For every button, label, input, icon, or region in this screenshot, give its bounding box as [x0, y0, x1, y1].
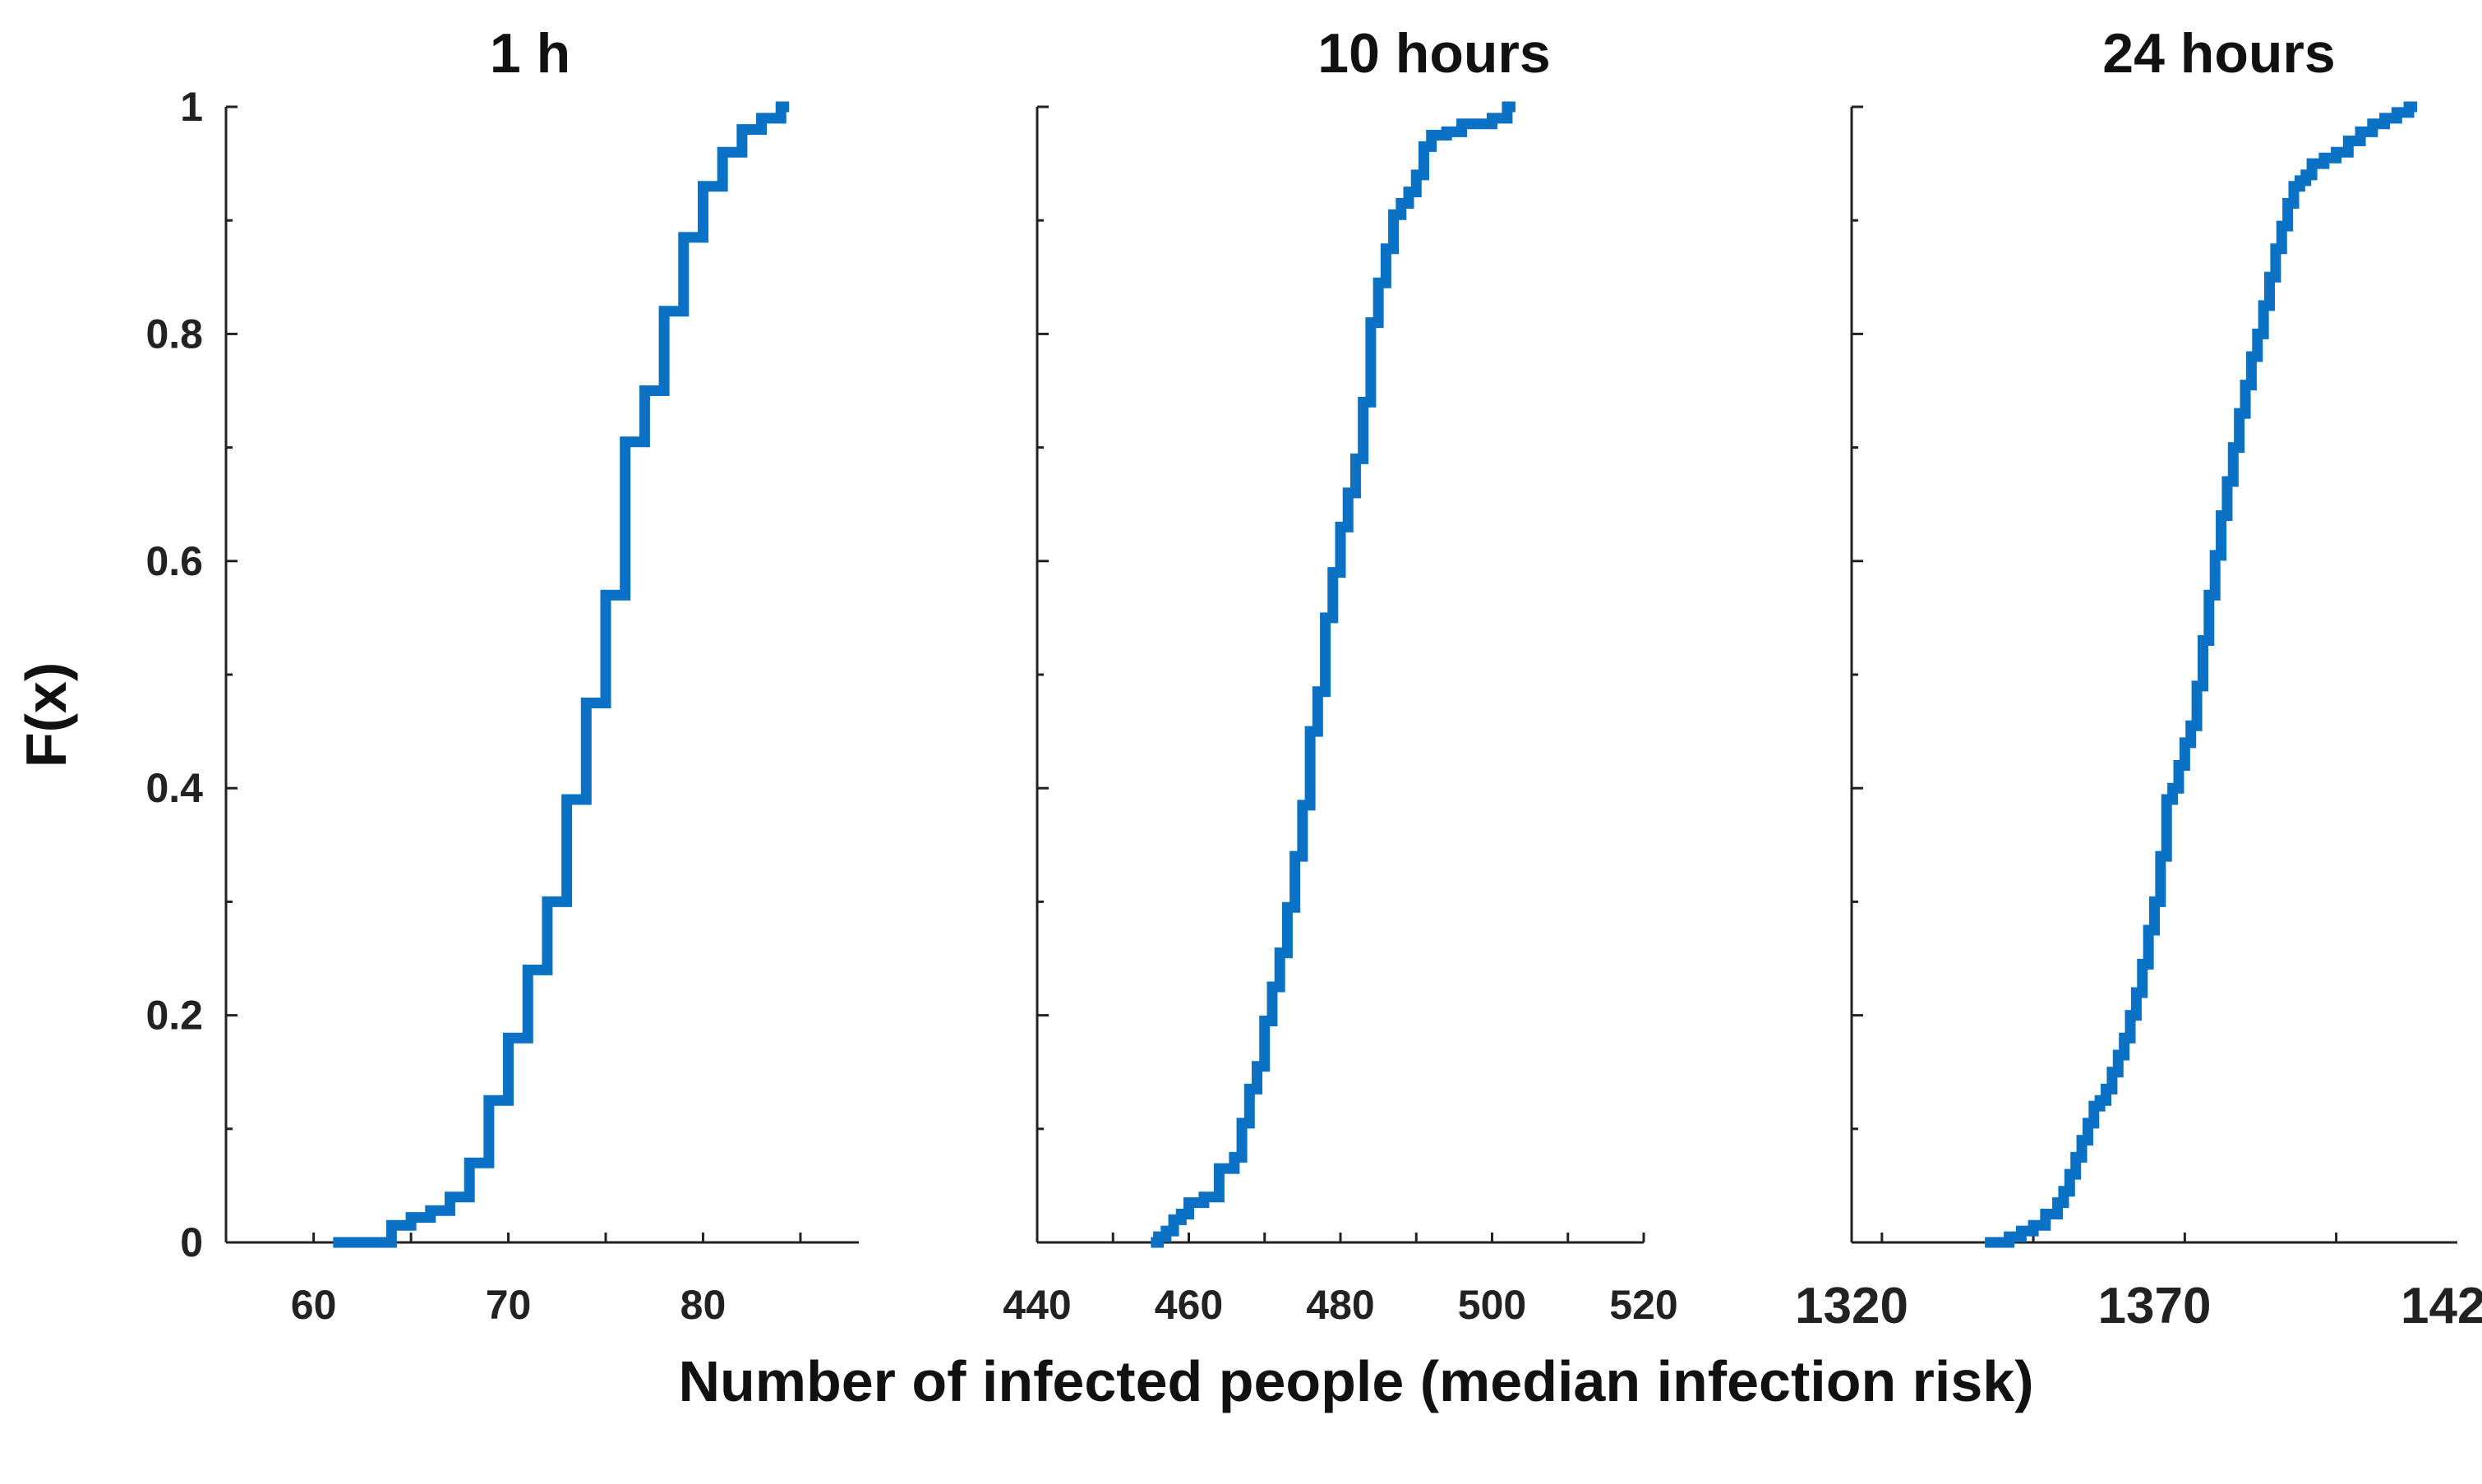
x-tick-label: 520 [1609, 1282, 1677, 1328]
panel-title: 10 hours [1317, 22, 1550, 85]
x-tick-label: 80 [680, 1282, 727, 1328]
x-tick-label: 70 [486, 1282, 532, 1328]
y-tick-label: 0.8 [145, 311, 203, 357]
panel-title: 1 h [490, 22, 570, 85]
y-axis-label: F(x) [14, 662, 78, 767]
panel-2: 10 hours 440 460 480 500 520 [1003, 22, 1677, 1328]
x-tick-label: 500 [1458, 1282, 1526, 1328]
ecdf-series-line [1985, 101, 2418, 1248]
x-tick-label: 480 [1306, 1282, 1374, 1328]
x-tick-label: 1320 [1795, 1278, 1908, 1334]
y-tick-label: 0.2 [145, 993, 203, 1039]
y-tick-label: 0.4 [145, 765, 203, 811]
ecdf-series-line [333, 101, 790, 1248]
x-axis-label: Number of infected people (median infect… [678, 1349, 2033, 1413]
panel-1: 1 h 0 0.2 0.4 0.6 0.8 1 60 70 80 [145, 22, 859, 1328]
y-tick-label: 0.6 [145, 538, 203, 584]
ecdf-series-line [1151, 101, 1515, 1248]
x-tick-label: 460 [1155, 1282, 1223, 1328]
x-tick-label: 440 [1003, 1282, 1071, 1328]
y-tick-label: 0 [180, 1219, 203, 1265]
panel-title: 24 hours [2102, 22, 2335, 85]
panel-3: 24 hours 1320 1370 1420 [1795, 22, 2482, 1334]
x-tick-label: 1420 [2401, 1278, 2482, 1334]
y-tick-label: 1 [180, 84, 203, 130]
x-tick-label: 60 [291, 1282, 337, 1328]
x-tick-label: 1370 [2098, 1278, 2212, 1334]
